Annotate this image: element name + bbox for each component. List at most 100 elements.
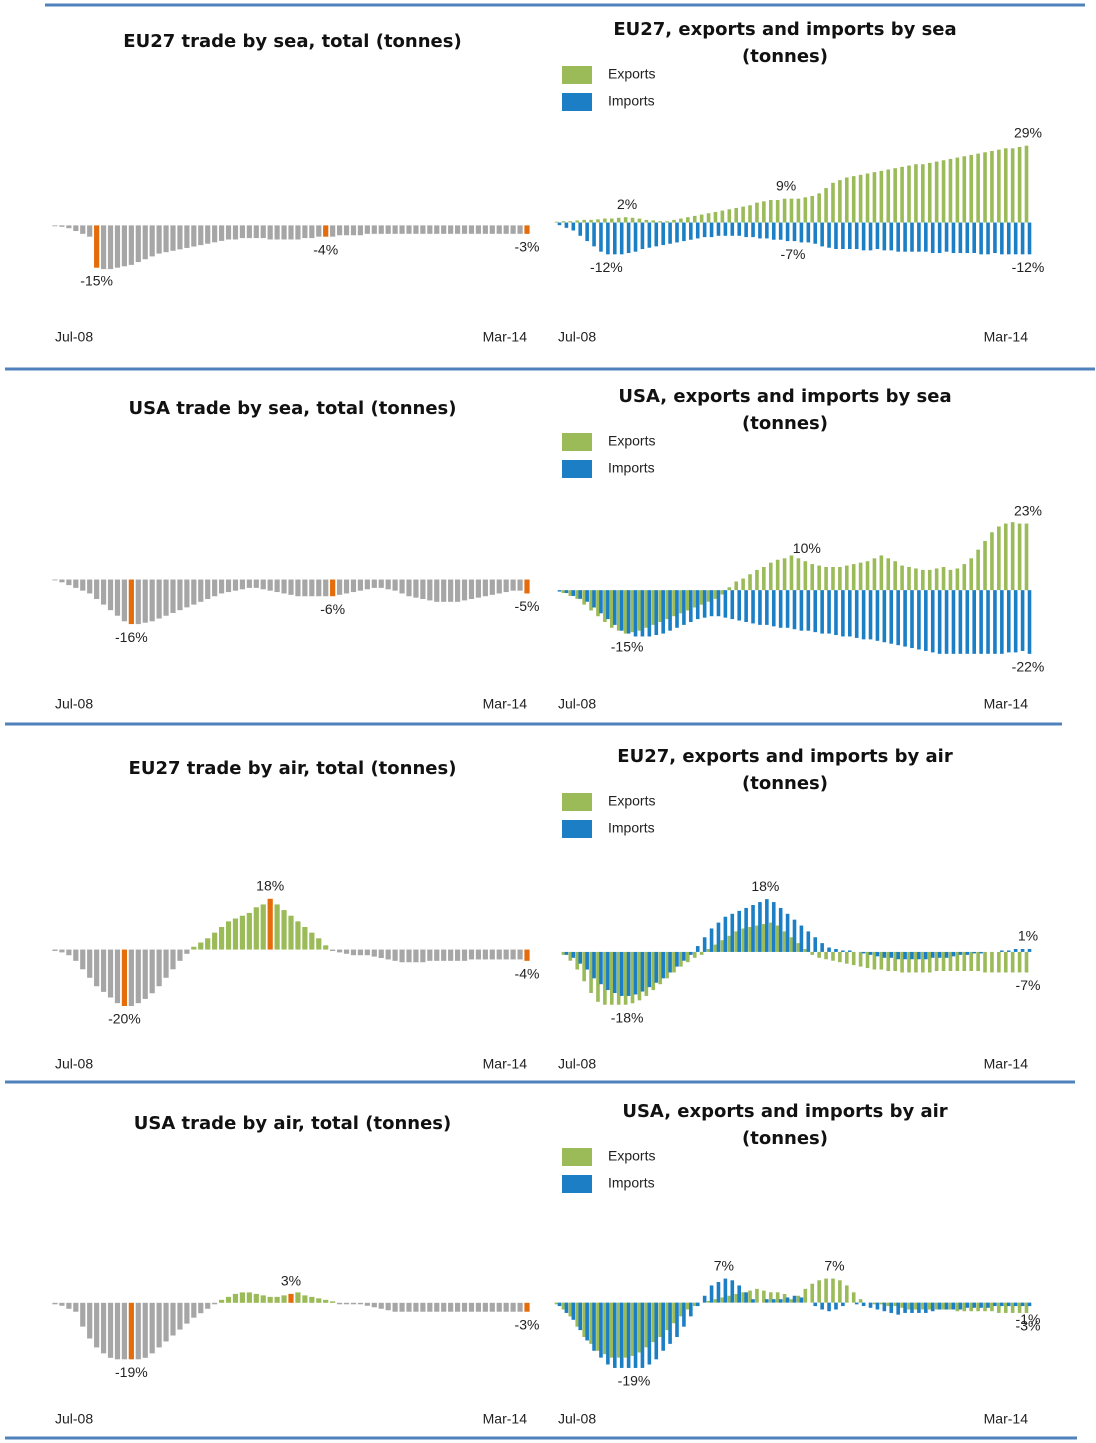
bar [378,949,384,959]
bar [100,949,107,992]
bar [765,1299,769,1303]
bar [561,590,566,594]
bar [723,1278,728,1303]
bar [810,564,815,591]
bar [1017,146,1022,223]
bar [841,590,845,637]
bar [392,1302,398,1312]
bar [510,949,516,960]
bar [841,950,845,952]
bar [838,951,842,963]
bar [302,927,308,950]
bar [399,1302,405,1312]
bar [858,174,863,223]
bar [66,1302,72,1309]
bar [468,949,475,960]
bar [965,590,970,654]
bar [976,951,980,971]
chart-title: EU27, exports and imports by air (tonnes… [617,746,953,794]
bar [626,1302,631,1368]
bar [623,1302,628,1358]
bar [720,1297,725,1303]
bar [267,1296,273,1303]
bar [589,590,593,611]
bar [343,949,350,954]
bar [941,1302,946,1310]
bar [824,567,828,591]
bar [612,1302,617,1368]
bar [596,951,600,1002]
bar [709,590,714,617]
bar [557,1302,562,1307]
bar [336,579,343,595]
bar [944,222,949,252]
bar [232,225,239,240]
bar [647,590,652,637]
bar [997,149,1001,223]
bar [578,951,583,964]
bar [66,225,72,229]
bar [785,590,790,628]
bar [52,225,58,227]
bar [762,924,766,952]
bar [1027,222,1032,255]
bar [692,215,697,223]
bar [564,590,569,594]
bar [675,951,679,967]
bar [59,1302,65,1306]
bar [626,590,631,634]
bar [267,898,273,950]
bar [841,222,845,250]
bar [976,549,980,591]
bar [163,949,169,978]
legend-swatch [562,460,592,478]
bar [668,590,672,631]
bar [114,949,121,1004]
bar [323,225,329,237]
bar [755,1288,759,1303]
bar [976,1302,980,1312]
bar [295,225,301,240]
bar [834,949,838,952]
bar [87,949,93,978]
bar [107,1302,114,1358]
bar [121,225,128,267]
bar [633,951,638,995]
bar [1020,222,1025,255]
bar [606,1302,610,1365]
bar [448,1302,454,1312]
bar [343,1302,350,1305]
bar [644,219,649,223]
bar [149,1302,155,1354]
bar [80,1302,86,1327]
chart-title: USA, exports and imports by air (tonnes) [622,1101,948,1149]
bar [1027,949,1032,952]
bar [695,946,700,952]
bar [609,590,614,628]
bar [851,1292,856,1303]
bar [330,579,336,597]
bar [937,951,942,958]
bar [343,225,350,236]
data-label: -20% [108,1011,141,1027]
bar [903,951,907,960]
bar [806,931,811,952]
bar [225,225,232,240]
bar [979,951,983,954]
data-label: 2% [617,196,637,212]
bar [813,222,818,244]
bar [482,949,488,960]
bar [872,1302,877,1305]
bar [813,1302,818,1307]
bar [524,579,530,594]
bar [191,946,197,950]
bar [309,932,315,950]
bar [163,225,169,253]
bar [461,579,468,601]
bar [675,1302,679,1337]
bar [930,222,935,254]
bar [758,590,762,625]
bar [413,949,419,963]
bar [225,921,232,950]
